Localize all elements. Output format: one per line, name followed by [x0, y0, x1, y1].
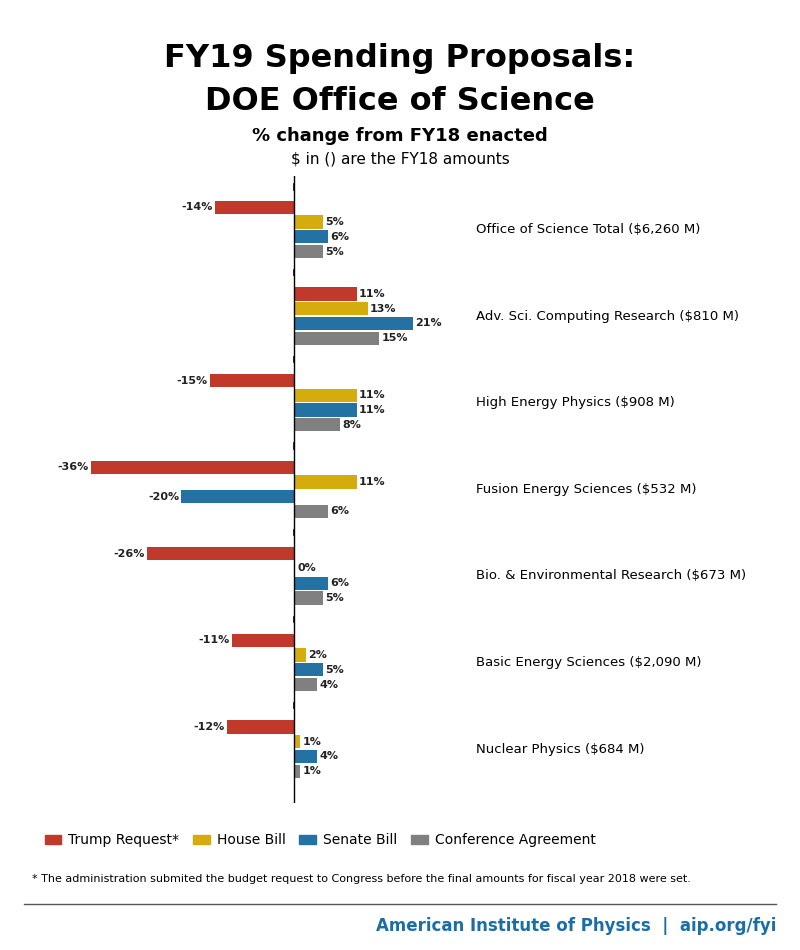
Text: 4%: 4%: [319, 751, 338, 761]
Text: 11%: 11%: [359, 390, 386, 400]
Text: $ in () are the FY18 amounts: $ in () are the FY18 amounts: [290, 152, 510, 167]
Bar: [232, 634, 294, 647]
Bar: [294, 316, 413, 330]
Bar: [294, 663, 322, 676]
Bar: [147, 547, 294, 560]
Bar: [294, 389, 357, 402]
Text: 1%: 1%: [302, 766, 321, 776]
Text: Basic Energy Sciences ($2,090 M): Basic Energy Sciences ($2,090 M): [476, 656, 702, 669]
Bar: [294, 735, 300, 749]
Bar: [294, 504, 328, 518]
Text: Office of Science Total ($6,260 M): Office of Science Total ($6,260 M): [476, 223, 700, 236]
Bar: [294, 649, 306, 662]
Text: -12%: -12%: [193, 722, 224, 732]
Text: High Energy Physics ($908 M): High Energy Physics ($908 M): [476, 396, 674, 409]
Text: Fusion Energy Sciences ($532 M): Fusion Energy Sciences ($532 M): [476, 483, 697, 496]
Text: 6%: 6%: [330, 232, 350, 242]
Text: Nuclear Physics ($684 M): Nuclear Physics ($684 M): [476, 743, 645, 755]
Text: American Institute of Physics  |  aip.org/fyi: American Institute of Physics | aip.org/…: [376, 918, 776, 935]
Text: 1%: 1%: [302, 736, 321, 747]
Text: 5%: 5%: [325, 665, 344, 674]
Text: Bio. & Environmental Research ($673 M): Bio. & Environmental Research ($673 M): [476, 569, 746, 582]
Text: 8%: 8%: [342, 420, 361, 429]
Bar: [294, 216, 322, 229]
Bar: [294, 404, 357, 417]
Bar: [182, 490, 294, 504]
Text: -20%: -20%: [148, 491, 179, 502]
Text: DOE Office of Science: DOE Office of Science: [205, 86, 595, 117]
Text: FY19 Spending Proposals:: FY19 Spending Proposals:: [164, 43, 636, 74]
Bar: [294, 332, 379, 345]
Bar: [294, 475, 357, 488]
Text: 6%: 6%: [330, 579, 350, 588]
Bar: [294, 287, 357, 300]
Text: 11%: 11%: [359, 477, 386, 487]
Legend: Trump Request*, House Bill, Senate Bill, Conference Agreement: Trump Request*, House Bill, Senate Bill,…: [39, 827, 601, 853]
Bar: [215, 200, 294, 214]
Text: 13%: 13%: [370, 304, 397, 314]
Bar: [294, 418, 340, 431]
Text: 5%: 5%: [325, 247, 344, 256]
Bar: [294, 245, 322, 258]
Text: 4%: 4%: [319, 679, 338, 690]
Text: -15%: -15%: [176, 375, 207, 386]
Text: -14%: -14%: [182, 202, 213, 213]
Text: 11%: 11%: [359, 405, 386, 415]
Text: 21%: 21%: [415, 318, 442, 329]
Bar: [294, 678, 317, 692]
Bar: [226, 720, 294, 733]
Bar: [210, 374, 294, 388]
Text: 2%: 2%: [308, 650, 327, 660]
Text: Adv. Sci. Computing Research ($810 M): Adv. Sci. Computing Research ($810 M): [476, 310, 739, 323]
Text: -36%: -36%: [58, 462, 89, 472]
Text: 5%: 5%: [325, 593, 344, 603]
Text: 11%: 11%: [359, 289, 386, 299]
Bar: [294, 577, 328, 590]
Bar: [294, 750, 317, 763]
Text: 15%: 15%: [382, 333, 408, 343]
Text: 0%: 0%: [298, 563, 316, 574]
Bar: [294, 765, 300, 778]
Text: -26%: -26%: [114, 549, 145, 559]
Text: * The administration submited the budget request to Congress before the final am: * The administration submited the budget…: [32, 874, 691, 884]
Text: 5%: 5%: [325, 218, 344, 227]
Bar: [91, 461, 294, 474]
Text: % change from FY18 enacted: % change from FY18 enacted: [252, 127, 548, 145]
Bar: [294, 302, 368, 315]
Bar: [294, 230, 328, 243]
Text: -11%: -11%: [198, 636, 230, 645]
Bar: [294, 591, 322, 604]
Text: 6%: 6%: [330, 506, 350, 517]
